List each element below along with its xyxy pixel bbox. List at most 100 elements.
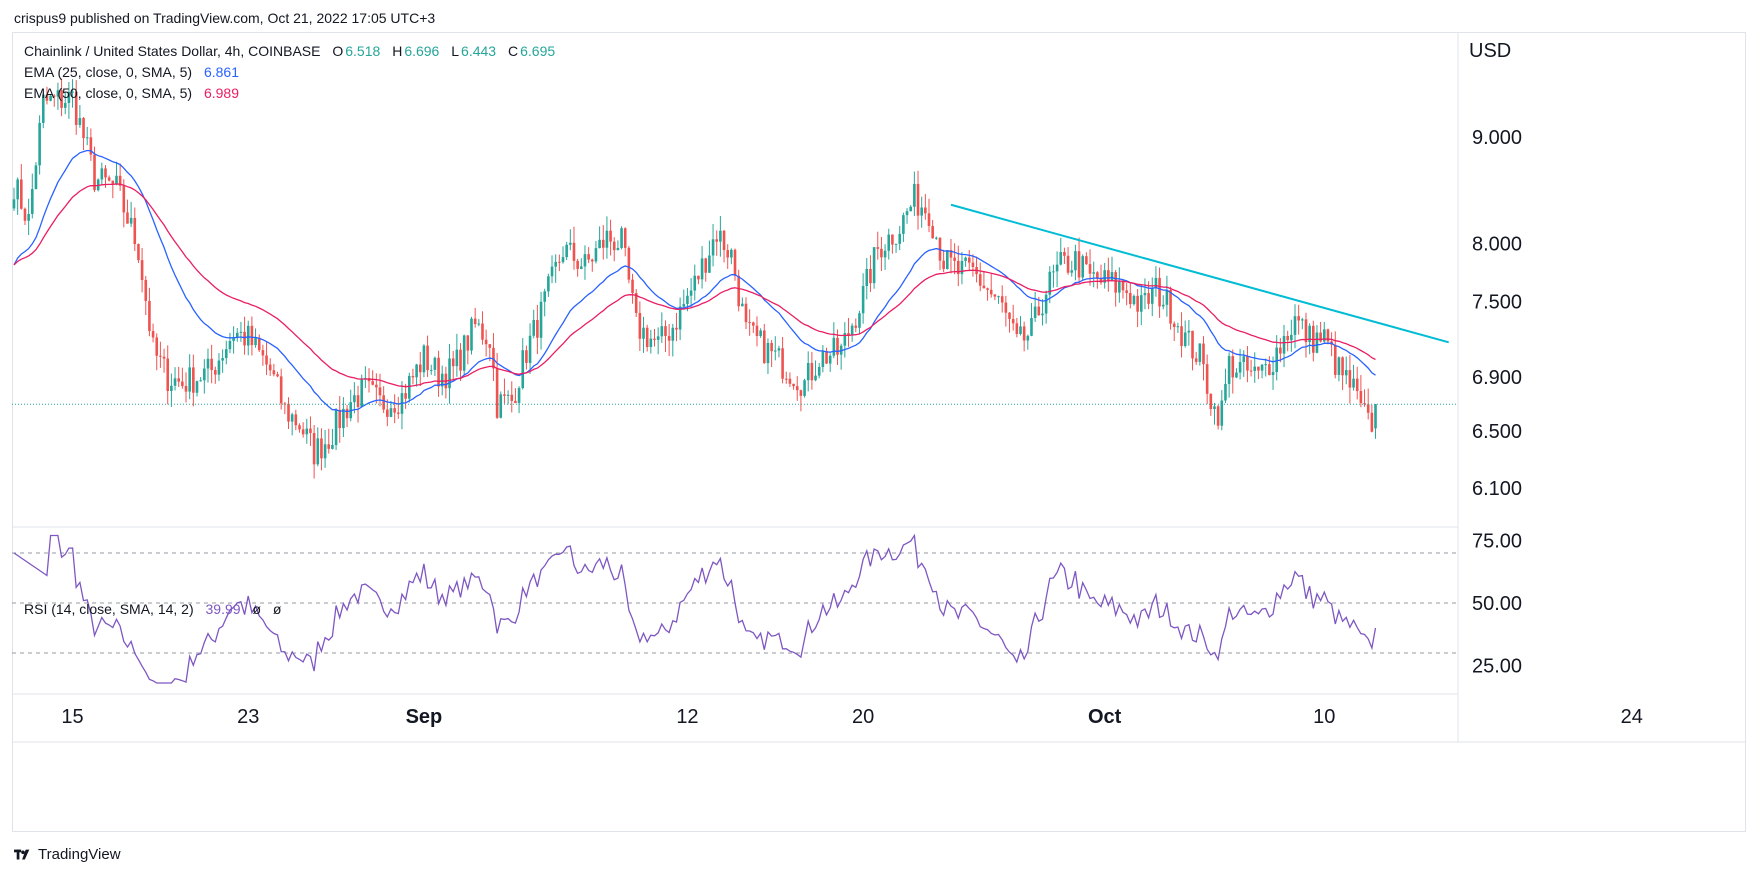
candle-body <box>1337 357 1341 375</box>
candle <box>1154 266 1158 297</box>
candle <box>290 412 294 436</box>
candle <box>1161 295 1165 310</box>
open-label: O <box>332 43 344 59</box>
candle-body <box>763 330 766 364</box>
candle-body <box>664 326 667 336</box>
candle-body <box>612 241 616 251</box>
candle <box>1344 356 1348 385</box>
candle-body <box>411 375 415 378</box>
candle <box>748 309 751 336</box>
candle <box>1249 359 1253 377</box>
candle-body <box>437 357 440 387</box>
candle-body <box>803 380 806 396</box>
candle <box>386 399 389 427</box>
candle-body <box>741 303 744 307</box>
candle-body <box>528 335 532 363</box>
candle-body <box>177 378 180 382</box>
ema50-label: EMA (50, close, 0, SMA, 5) <box>24 85 193 101</box>
candle-body <box>389 408 393 417</box>
candle <box>711 223 715 267</box>
candle-body <box>184 386 188 392</box>
candle <box>89 128 93 161</box>
candle-body <box>1044 294 1048 314</box>
candle <box>689 278 693 308</box>
price-tick-label: 6.900 <box>1472 367 1522 389</box>
candle-body <box>1264 364 1268 366</box>
candle-body <box>107 177 111 181</box>
candle <box>667 324 671 357</box>
candle <box>1041 299 1044 326</box>
candle-body <box>1077 251 1081 278</box>
candle-body <box>422 345 426 373</box>
candle-body <box>902 215 905 234</box>
candle-body <box>294 414 298 426</box>
candle-body <box>956 260 960 275</box>
candle-body <box>1366 404 1370 413</box>
candle-body <box>748 322 751 324</box>
candle-body <box>195 381 199 393</box>
candle <box>909 205 912 212</box>
candle <box>858 310 861 335</box>
candle <box>455 333 459 377</box>
symbol-name: Chainlink / United States Dollar, 4h, CO… <box>24 43 321 59</box>
candle <box>693 264 697 301</box>
candle <box>56 82 60 110</box>
candle-body <box>1063 252 1066 256</box>
candle-body <box>561 257 565 263</box>
candle <box>1370 404 1374 433</box>
candle-body <box>1136 295 1139 312</box>
candle <box>1253 352 1257 383</box>
candle-body <box>276 374 279 377</box>
candle <box>1000 285 1004 313</box>
candle-body <box>843 333 847 346</box>
candle <box>1202 336 1205 381</box>
candle-body <box>916 183 920 216</box>
candle-body <box>1019 326 1022 334</box>
candle-body <box>675 327 678 330</box>
candle <box>872 247 876 289</box>
candle <box>16 177 19 215</box>
candle <box>525 345 528 370</box>
candle <box>565 241 568 261</box>
candle-body <box>894 243 898 245</box>
candle-body <box>1048 271 1052 295</box>
candle <box>162 348 166 373</box>
candle-body <box>1308 325 1311 343</box>
candle <box>118 163 122 191</box>
candle <box>514 388 517 404</box>
ema50-line <box>13 183 1376 388</box>
candle-body <box>265 355 268 365</box>
candle <box>612 237 616 262</box>
candle <box>67 81 71 119</box>
candle-body <box>488 344 492 348</box>
candle <box>795 376 799 401</box>
candle <box>638 301 642 352</box>
price-tick-label: 9.000 <box>1472 127 1522 149</box>
candle-body <box>982 285 986 289</box>
candle <box>503 378 506 404</box>
candle-body <box>455 349 459 367</box>
candle <box>228 332 232 354</box>
candle-body <box>590 259 594 262</box>
candle-body <box>56 90 60 97</box>
candle <box>422 344 426 378</box>
candle-body <box>1194 358 1198 362</box>
candle-body <box>199 380 202 382</box>
candle <box>1297 304 1300 335</box>
candle-body <box>268 364 272 371</box>
candle <box>254 328 257 348</box>
candle-body <box>397 412 400 414</box>
grid-layer <box>12 33 1746 743</box>
candle <box>803 378 806 398</box>
candle <box>759 328 762 338</box>
candle <box>722 229 726 263</box>
candle-body <box>1121 280 1125 291</box>
candle <box>697 275 700 285</box>
candle-body <box>784 378 788 380</box>
candle <box>239 321 243 342</box>
candle-body <box>192 367 195 393</box>
candle <box>675 312 678 342</box>
candle-body <box>243 331 246 346</box>
candle-body <box>78 118 82 125</box>
